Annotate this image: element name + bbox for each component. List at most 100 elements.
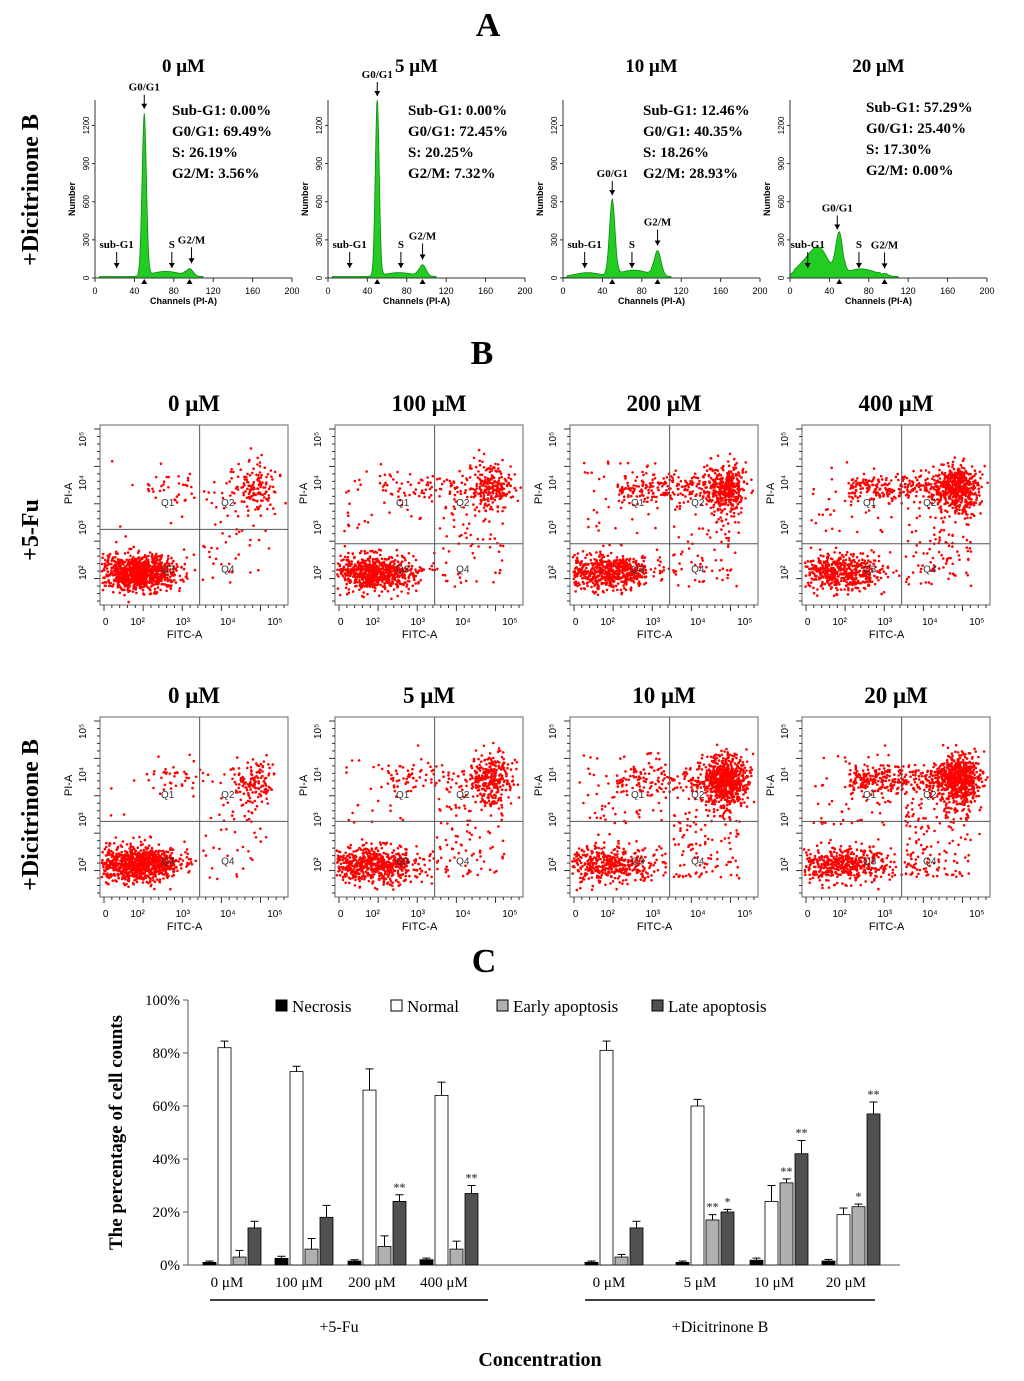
dot bbox=[677, 584, 680, 587]
dot bbox=[587, 525, 590, 529]
dot bbox=[472, 503, 475, 506]
dot bbox=[474, 473, 477, 477]
dot bbox=[507, 476, 511, 480]
dot bbox=[475, 506, 479, 509]
dot bbox=[150, 560, 154, 564]
dot bbox=[851, 555, 855, 558]
dot bbox=[368, 565, 372, 569]
dot bbox=[207, 491, 210, 494]
dot bbox=[389, 561, 393, 564]
dot bbox=[389, 492, 393, 496]
dot bbox=[371, 583, 374, 586]
dot bbox=[120, 559, 123, 562]
dot bbox=[358, 572, 361, 576]
dot bbox=[151, 583, 154, 587]
dot bbox=[258, 471, 262, 474]
dot bbox=[873, 559, 877, 562]
dot bbox=[143, 553, 147, 557]
dot bbox=[397, 495, 400, 499]
dot bbox=[449, 482, 453, 485]
dot bbox=[148, 551, 152, 554]
dot bbox=[389, 573, 392, 577]
dot bbox=[733, 463, 737, 467]
dot bbox=[952, 487, 955, 490]
dot bbox=[730, 507, 733, 510]
dot bbox=[580, 587, 583, 590]
quadrant-label: Q4 bbox=[221, 565, 235, 576]
dot bbox=[169, 568, 172, 571]
dot bbox=[809, 560, 812, 564]
dot bbox=[492, 580, 495, 584]
dot bbox=[735, 477, 739, 481]
dot bbox=[838, 583, 841, 586]
dot bbox=[966, 487, 969, 491]
dot bbox=[143, 563, 146, 567]
dot bbox=[484, 518, 487, 521]
dot bbox=[708, 480, 711, 483]
dot bbox=[127, 564, 131, 567]
y-tick-label: 0 bbox=[777, 275, 786, 280]
dot bbox=[158, 554, 162, 558]
dot bbox=[404, 566, 407, 570]
dot bbox=[162, 483, 165, 486]
dot bbox=[844, 558, 848, 562]
dot bbox=[644, 568, 648, 572]
dot bbox=[438, 495, 441, 498]
dot bbox=[573, 571, 577, 575]
dot bbox=[174, 567, 177, 570]
dot bbox=[724, 532, 727, 536]
dot bbox=[378, 474, 382, 478]
dot bbox=[210, 501, 214, 505]
dot bbox=[812, 591, 816, 595]
dot bbox=[702, 579, 706, 583]
dot bbox=[500, 475, 504, 479]
dot bbox=[347, 558, 350, 562]
stat-text: G2/M: 7.32% bbox=[408, 166, 496, 182]
dot bbox=[112, 583, 115, 586]
dot bbox=[641, 470, 644, 474]
dot bbox=[652, 491, 655, 495]
dot bbox=[464, 579, 468, 583]
dot bbox=[346, 563, 350, 566]
dot bbox=[872, 551, 876, 554]
dot bbox=[592, 508, 596, 512]
dot bbox=[649, 485, 652, 489]
dot bbox=[705, 565, 708, 569]
dot bbox=[634, 559, 638, 563]
dot bbox=[169, 580, 173, 584]
dot bbox=[897, 478, 900, 482]
dot bbox=[616, 576, 619, 580]
dot bbox=[214, 557, 218, 561]
dot bbox=[714, 559, 718, 562]
dot bbox=[131, 560, 135, 563]
dot bbox=[842, 576, 846, 580]
dot bbox=[614, 584, 618, 588]
dot bbox=[131, 564, 135, 567]
dot bbox=[482, 494, 486, 498]
dot bbox=[958, 490, 962, 493]
dot bbox=[582, 582, 586, 585]
dot bbox=[118, 585, 122, 588]
dot bbox=[617, 569, 620, 572]
dot bbox=[889, 479, 893, 482]
x-tick-label: 0 bbox=[787, 286, 792, 296]
dot bbox=[638, 494, 642, 498]
dot bbox=[678, 501, 681, 505]
dot bbox=[581, 572, 584, 576]
dot bbox=[501, 509, 504, 513]
dot bbox=[626, 564, 629, 567]
arrow-head bbox=[834, 224, 841, 230]
dot bbox=[574, 583, 577, 587]
dot bbox=[169, 587, 172, 591]
dot bbox=[484, 485, 487, 488]
dot bbox=[856, 561, 859, 565]
dot bbox=[487, 485, 491, 489]
dot bbox=[672, 525, 676, 528]
dot bbox=[737, 521, 740, 524]
dot bbox=[713, 492, 716, 495]
dot bbox=[877, 554, 881, 558]
dot bbox=[114, 579, 118, 582]
dot bbox=[977, 487, 981, 491]
dot bbox=[398, 574, 402, 578]
dot bbox=[450, 512, 454, 515]
